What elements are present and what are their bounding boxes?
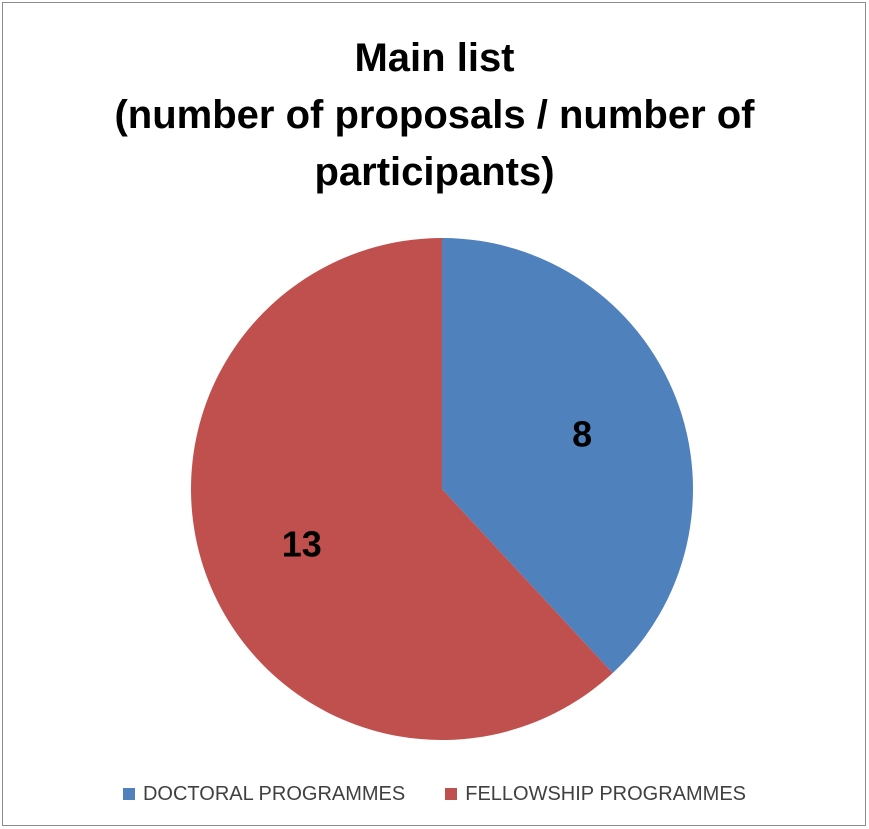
data-label-doctoral: 8 [572,413,592,454]
data-label-fellowship: 13 [282,524,322,565]
pie-slice-doctoral [442,238,694,673]
legend-label-fellowship: FELLOWSHIP PROGRAMMES [465,782,747,805]
legend: DOCTORAL PROGRAMMES FELLOWSHIP PROGRAMME… [0,782,869,806]
legend-swatch-doctoral [122,788,135,800]
legend-label-doctoral: DOCTORAL PROGRAMMES [142,782,406,805]
chart-title-line-1: Main list [354,36,515,80]
legend-item-doctoral: DOCTORAL PROGRAMMES [122,782,406,806]
pie-slices [191,238,694,740]
pie-labels: 8 13 [282,413,592,564]
chart-title-line-3: participants) [314,150,555,194]
legend-swatch-fellowship [445,788,458,800]
pie-slice-fellowship [191,238,613,740]
legend-item-fellowship: FELLOWSHIP PROGRAMMES [445,783,746,806]
chart-title-line-2: (number of proposals / number of [114,93,755,137]
chart-title: Main list (number of proposals / number … [0,30,869,201]
